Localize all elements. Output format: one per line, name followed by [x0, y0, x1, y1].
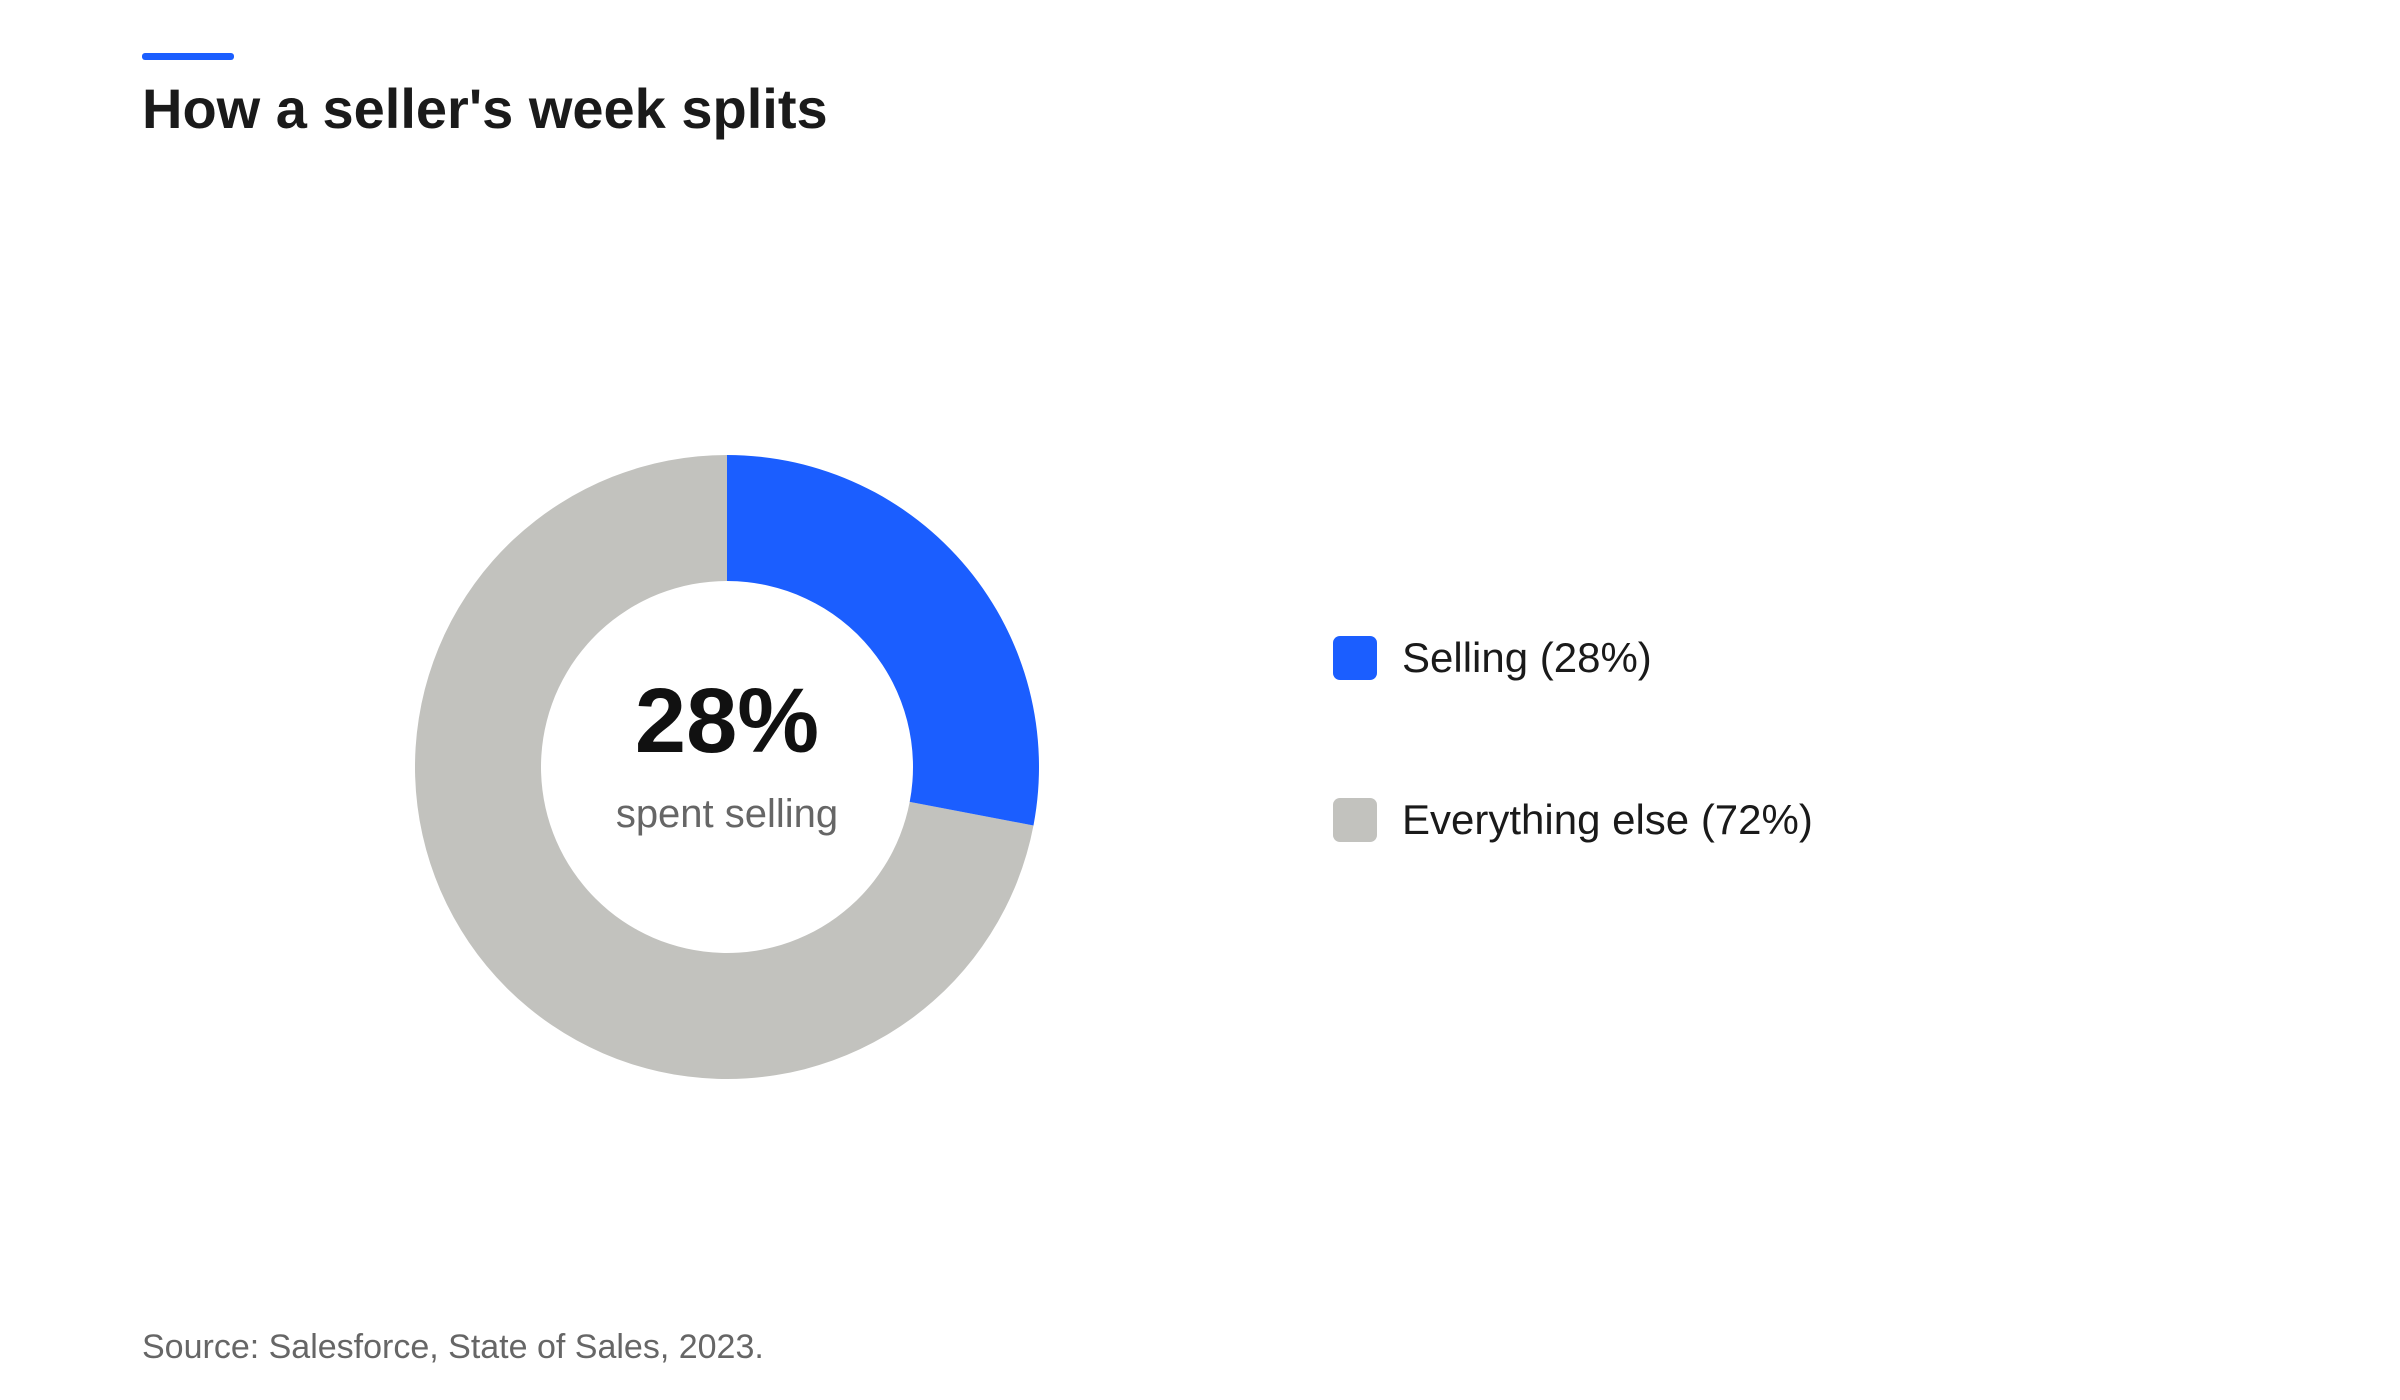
center-caption: spent selling — [616, 792, 838, 836]
chart-title: How a seller's week splits — [142, 77, 828, 140]
donut-slice — [727, 455, 1039, 826]
center-label: 28% — [635, 670, 819, 772]
source-note: Source: Salesforce, State of Sales, 2023… — [142, 1328, 764, 1366]
donut-slice — [415, 455, 1034, 1079]
accent-line — [142, 53, 234, 60]
legend-label: Selling (28%) — [1402, 634, 1652, 681]
legend-swatch — [1333, 636, 1377, 680]
legend-swatch — [1333, 798, 1377, 842]
legend-label: Everything else (72%) — [1402, 796, 1813, 843]
